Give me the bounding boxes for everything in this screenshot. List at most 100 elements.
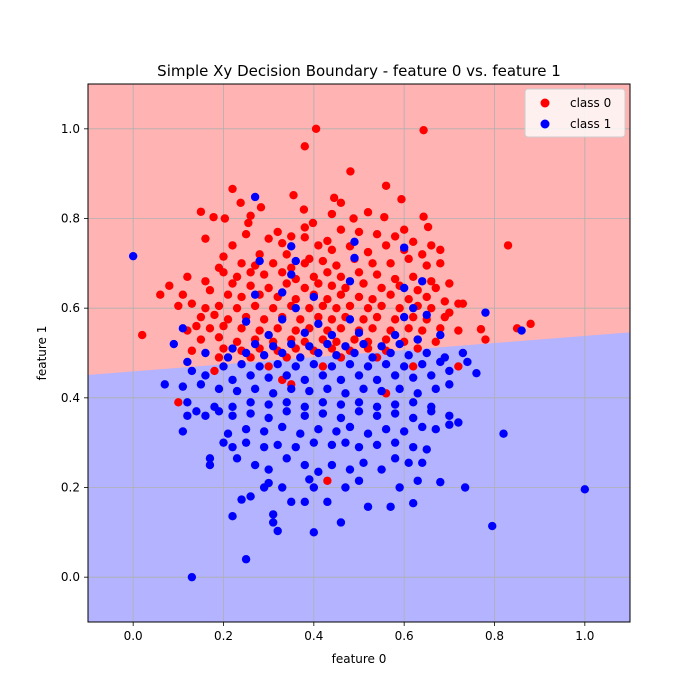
point-class-0 xyxy=(282,279,291,288)
legend: class 0 class 1 xyxy=(524,88,626,138)
point-class-1 xyxy=(264,373,273,382)
point-class-1 xyxy=(314,425,323,434)
point-class-0 xyxy=(256,203,266,212)
point-class-0 xyxy=(427,303,436,313)
point-class-0 xyxy=(368,324,377,333)
point-class-0 xyxy=(219,321,228,331)
point-class-1 xyxy=(264,465,273,474)
point-class-0 xyxy=(399,225,409,234)
point-class-1 xyxy=(296,429,305,438)
point-class-1 xyxy=(404,351,413,360)
y-tick-label: 0.0 xyxy=(61,570,80,584)
point-class-0 xyxy=(323,476,332,485)
point-class-1 xyxy=(259,442,269,452)
point-class-1 xyxy=(309,483,319,492)
point-class-0 xyxy=(413,286,422,295)
point-class-0 xyxy=(363,208,373,217)
point-class-1 xyxy=(232,386,242,396)
point-class-1 xyxy=(246,492,255,501)
point-class-1 xyxy=(345,315,355,324)
point-class-0 xyxy=(427,277,436,286)
point-class-0 xyxy=(359,315,368,324)
point-class-0 xyxy=(228,184,237,194)
point-class-0 xyxy=(232,272,242,281)
point-class-0 xyxy=(244,218,253,228)
point-class-0 xyxy=(372,270,382,279)
point-class-1 xyxy=(169,339,179,349)
point-class-1 xyxy=(183,411,192,420)
point-class-1 xyxy=(264,478,273,488)
point-class-0 xyxy=(299,205,309,214)
point-class-0 xyxy=(436,245,445,255)
point-class-1 xyxy=(268,389,278,398)
point-class-0 xyxy=(404,324,413,333)
point-class-1 xyxy=(241,425,251,434)
point-class-1 xyxy=(463,357,472,367)
point-class-1 xyxy=(228,375,237,385)
point-class-0 xyxy=(381,181,391,190)
point-class-1 xyxy=(395,384,404,394)
point-class-1 xyxy=(282,398,291,407)
point-class-0 xyxy=(395,303,404,313)
point-class-1 xyxy=(318,371,328,380)
point-class-0 xyxy=(418,326,427,335)
point-class-1 xyxy=(183,398,192,407)
point-class-1 xyxy=(241,317,251,326)
point-class-1 xyxy=(250,460,260,470)
decision-regions xyxy=(88,84,630,622)
point-class-0 xyxy=(178,290,188,299)
point-class-1 xyxy=(305,475,314,484)
point-class-1 xyxy=(300,375,309,385)
point-class-1 xyxy=(250,192,260,202)
point-class-0 xyxy=(377,283,386,293)
point-class-0 xyxy=(305,303,314,313)
point-class-1 xyxy=(305,342,314,351)
point-class-1 xyxy=(219,438,228,447)
point-class-1 xyxy=(300,497,309,507)
point-class-1 xyxy=(287,384,296,394)
point-class-1 xyxy=(445,380,454,389)
plot-frame xyxy=(87,83,631,623)
point-class-1 xyxy=(413,476,422,485)
point-class-1 xyxy=(363,362,373,371)
point-class-0 xyxy=(232,303,242,313)
point-class-1 xyxy=(314,348,323,358)
point-class-0 xyxy=(264,234,273,243)
point-class-1 xyxy=(399,427,409,436)
point-class-1 xyxy=(363,502,373,511)
point-class-1 xyxy=(291,442,300,452)
point-class-1 xyxy=(390,438,400,447)
point-class-1 xyxy=(350,237,359,247)
point-class-0 xyxy=(436,259,445,268)
point-class-1 xyxy=(305,386,314,396)
point-class-1 xyxy=(201,371,210,380)
point-class-1 xyxy=(268,342,278,351)
point-class-1 xyxy=(395,339,404,349)
point-class-0 xyxy=(228,279,237,288)
point-class-1 xyxy=(241,348,251,358)
point-class-0 xyxy=(196,207,206,216)
point-class-0 xyxy=(268,259,278,268)
point-class-1 xyxy=(359,384,368,394)
point-class-1 xyxy=(246,398,255,407)
point-class-1 xyxy=(372,375,382,385)
point-class-0 xyxy=(273,227,282,237)
point-class-0 xyxy=(174,301,183,311)
point-class-1 xyxy=(228,402,237,411)
point-class-1 xyxy=(241,555,251,564)
point-class-0 xyxy=(409,362,418,371)
point-class-1 xyxy=(488,521,497,531)
point-class-1 xyxy=(332,351,341,360)
point-class-1 xyxy=(201,348,210,358)
point-class-0 xyxy=(526,319,535,329)
point-class-1 xyxy=(187,366,197,376)
point-class-0 xyxy=(354,292,364,302)
point-class-0 xyxy=(423,222,433,232)
point-class-1 xyxy=(418,422,427,432)
point-class-0 xyxy=(404,295,413,304)
point-class-1 xyxy=(359,458,368,468)
point-class-1 xyxy=(409,498,418,508)
point-class-0 xyxy=(237,292,246,302)
legend-box xyxy=(524,88,626,138)
point-class-1 xyxy=(372,411,382,420)
